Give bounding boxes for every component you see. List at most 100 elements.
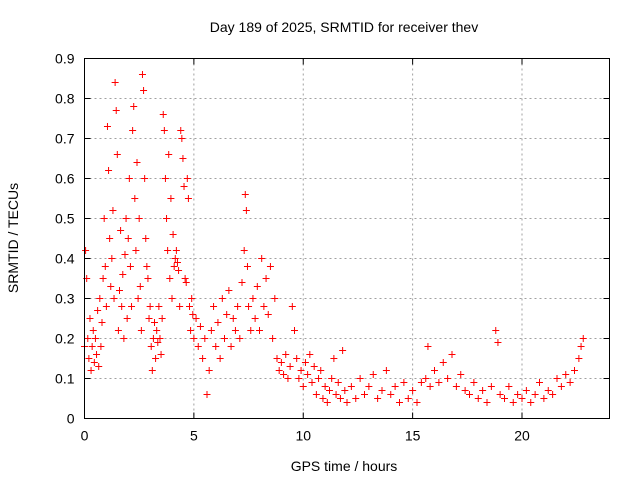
data-point (409, 387, 417, 394)
data-point (365, 383, 373, 390)
data-point (474, 395, 482, 402)
data-point (165, 151, 173, 158)
data-point (369, 371, 377, 378)
data-point (84, 335, 92, 342)
data-point (391, 383, 399, 390)
data-point (577, 343, 585, 350)
data-point (194, 343, 202, 350)
data-point (444, 375, 452, 382)
data-point (330, 355, 338, 362)
data-point (128, 303, 136, 310)
data-point (154, 339, 162, 346)
data-point (264, 311, 272, 318)
data-point (280, 371, 288, 378)
data-point (122, 215, 130, 222)
data-point (145, 315, 153, 322)
data-point (505, 383, 513, 390)
data-point (143, 263, 151, 270)
data-point (326, 387, 333, 394)
data-point (98, 319, 106, 326)
y-tick-label: 0.9 (55, 51, 75, 67)
data-point (171, 255, 179, 262)
data-point (82, 247, 90, 254)
data-point (457, 371, 465, 378)
data-point (223, 311, 231, 318)
data-point (86, 315, 94, 322)
data-point (207, 327, 215, 334)
data-point (113, 151, 121, 158)
data-point (236, 335, 244, 342)
data-point (361, 391, 368, 398)
data-point (205, 367, 213, 374)
data-point (93, 351, 101, 358)
data-point (126, 263, 134, 270)
y-tick-label: 0.8 (55, 91, 75, 107)
data-point (89, 327, 97, 334)
data-point (273, 355, 281, 362)
data-point (288, 303, 296, 310)
y-tick-label: 0 (67, 411, 75, 427)
data-point (426, 383, 434, 390)
data-point (553, 375, 561, 382)
data-point (253, 283, 261, 290)
data-point (149, 335, 157, 342)
data-point (157, 351, 165, 358)
data-point (509, 399, 517, 406)
data-point (435, 379, 443, 386)
data-point (470, 379, 478, 386)
data-point (323, 399, 331, 406)
x-tick-label: 15 (405, 428, 421, 444)
data-point (212, 343, 220, 350)
data-point (131, 195, 139, 202)
x-tick-label: 5 (190, 428, 198, 444)
data-point (319, 395, 327, 402)
data-point (291, 327, 298, 334)
data-point (240, 247, 248, 254)
data-point (422, 375, 430, 382)
data-point (188, 295, 196, 302)
data-point (466, 391, 473, 398)
x-axis-title: GPS time / hours (291, 458, 398, 474)
data-point (286, 363, 294, 370)
data-point (339, 347, 347, 354)
data-point (158, 315, 166, 322)
data-point (424, 343, 432, 350)
data-point (343, 399, 351, 406)
data-point (404, 395, 412, 402)
data-point (91, 335, 99, 342)
data-point (85, 355, 93, 362)
data-point (161, 175, 169, 182)
data-point (540, 395, 548, 402)
data-point (166, 275, 174, 282)
y-tick-label: 0.1 (55, 371, 75, 387)
data-point (514, 391, 522, 398)
plot-frame (84, 58, 610, 419)
data-point (413, 399, 421, 406)
data-point (134, 295, 142, 302)
data-point (557, 383, 565, 390)
data-point (103, 123, 111, 130)
data-point (260, 303, 268, 310)
data-point (153, 327, 161, 334)
data-point (216, 355, 224, 362)
data-point (136, 283, 144, 290)
data-point (522, 387, 530, 394)
data-point (177, 127, 185, 134)
data-point (238, 279, 246, 286)
data-point (114, 327, 122, 334)
data-point (431, 367, 438, 374)
data-point (124, 235, 132, 242)
data-point (196, 323, 204, 330)
data-point (531, 391, 539, 398)
data-point (494, 339, 502, 346)
data-point (99, 275, 107, 282)
data-point (187, 327, 195, 334)
data-point (137, 327, 145, 334)
data-point (147, 343, 155, 350)
data-point (234, 303, 242, 310)
data-point (295, 375, 303, 382)
data-point (527, 399, 535, 406)
data-point (119, 271, 127, 278)
data-point (243, 263, 251, 270)
